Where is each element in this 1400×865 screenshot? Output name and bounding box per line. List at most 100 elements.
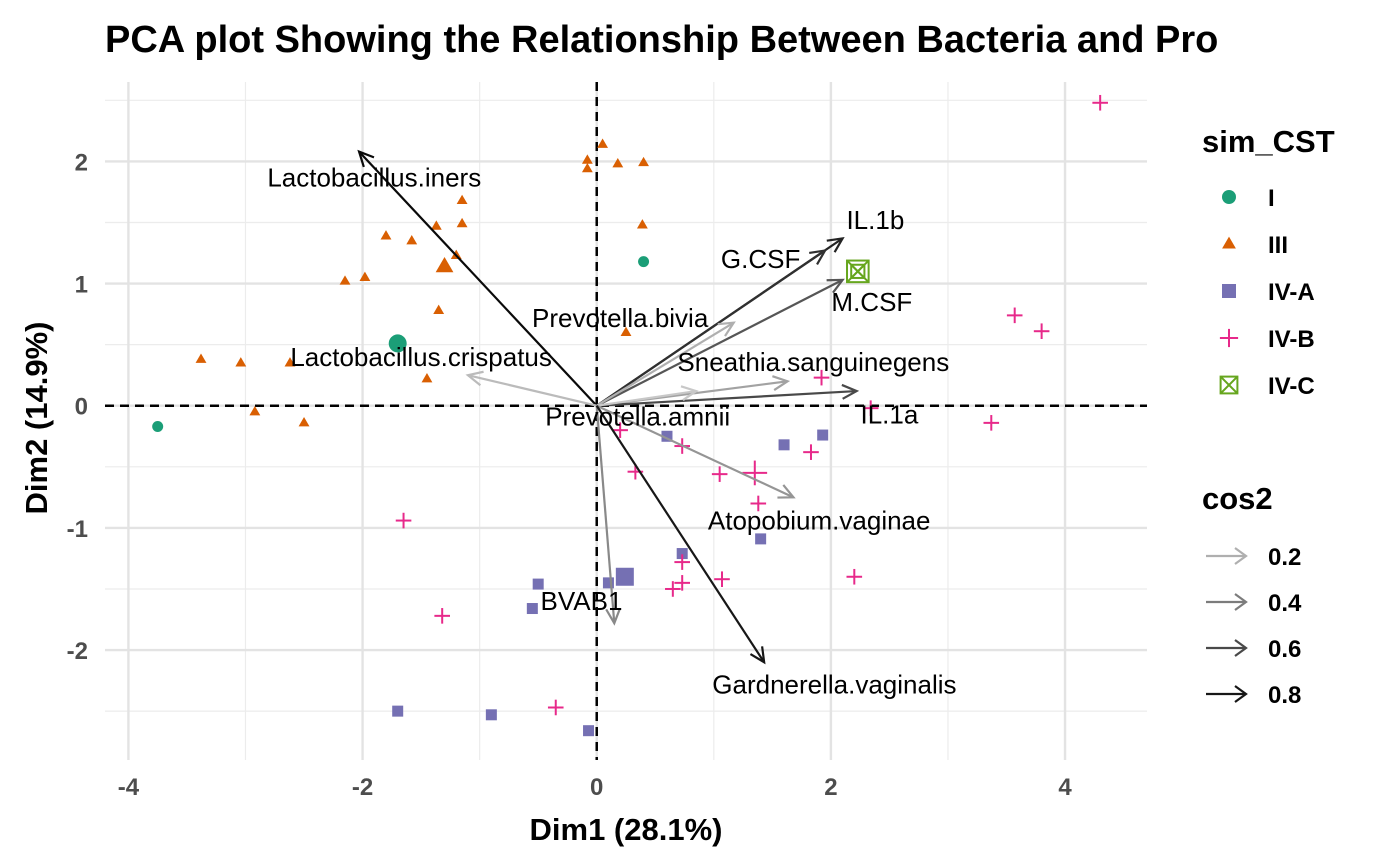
label-g-csf: G.CSF xyxy=(721,244,800,274)
point-iv-a xyxy=(485,709,497,721)
point-iv-b xyxy=(862,400,879,416)
label-bvab1: BVAB1 xyxy=(541,586,623,616)
centroid-iv-b xyxy=(742,460,768,486)
label-prevotella-amnii: Prevotella.amnii xyxy=(545,402,730,432)
centroid-iv-a xyxy=(615,567,634,586)
arrow-bvab1 xyxy=(595,405,622,626)
y-tick-label: -2 xyxy=(67,638,88,665)
legend-label: III xyxy=(1268,232,1288,259)
cos2-legend-label: 0.8 xyxy=(1268,682,1301,709)
legend-label: IV-C xyxy=(1268,373,1315,400)
point-iv-b xyxy=(750,495,767,512)
legend-key-iv-b xyxy=(1219,328,1239,348)
x-tick-label: 2 xyxy=(824,774,837,801)
cos2-legend-item: 0.8 xyxy=(1206,682,1301,709)
point-iii xyxy=(581,162,593,173)
arrow-lactobacillus-crispatus xyxy=(465,370,597,407)
arrow-g-csf xyxy=(596,249,828,407)
point-iv-b xyxy=(1006,307,1023,324)
x-tick-label: -2 xyxy=(352,774,373,801)
point-iii xyxy=(380,230,392,240)
point-iv-b xyxy=(547,699,564,716)
arrow-il-1a xyxy=(596,383,860,407)
point-iii xyxy=(421,373,433,383)
cos2-legend-label: 0.6 xyxy=(1268,636,1301,663)
legend-label: IV-B xyxy=(1268,326,1315,353)
point-iv-a xyxy=(676,548,688,560)
label-il-1a: IL.1a xyxy=(861,399,919,429)
x-axis-title: Dim1 (28.1%) xyxy=(530,812,723,847)
individual-points xyxy=(152,94,1108,737)
cos2-legend-item: 0.6 xyxy=(1206,636,1301,663)
legend-key-iv-a xyxy=(1222,284,1236,298)
point-iii xyxy=(195,353,207,363)
y-axis-title: Dim2 (14.9%) xyxy=(19,322,54,515)
axis-ticks: -4 -2 0 2 4 -2 -1 0 1 2 xyxy=(67,149,1073,801)
x-tick-label: 4 xyxy=(1058,774,1072,801)
arrow-gardnerella-vaginalis xyxy=(595,405,766,665)
label-il-1b: IL.1b xyxy=(846,205,904,235)
reference-lines xyxy=(105,82,1147,760)
legend-key-iv-c xyxy=(1219,375,1239,395)
point-iv-b xyxy=(714,571,730,587)
point-iv-b xyxy=(983,415,1000,431)
point-iii xyxy=(581,154,593,164)
point-iv-b xyxy=(1033,323,1050,340)
x-tick-label: -4 xyxy=(118,774,140,801)
point-iv-b xyxy=(674,575,690,591)
variable-labels: Lactobacillus.iners Lactobacillus.crispat… xyxy=(267,162,956,699)
point-iv-b xyxy=(395,512,412,529)
point-iv-a xyxy=(392,705,404,717)
centroid-iv-c xyxy=(846,259,870,284)
point-iv-a xyxy=(532,578,544,590)
cos2-legend-item: 0.2 xyxy=(1206,544,1301,571)
point-iv-a xyxy=(817,429,829,441)
point-iii xyxy=(339,275,351,285)
label-sneathia-sanguinegens: Sneathia.sanguinegens xyxy=(677,347,949,377)
legend-label: IV-A xyxy=(1268,279,1315,306)
cos2-legend-label: 0.4 xyxy=(1268,590,1302,617)
label-lactobacillus-iners: Lactobacillus.iners xyxy=(267,162,481,192)
label-lactobacillus-crispatus: Lactobacillus.crispatus xyxy=(290,342,552,372)
y-tick-label: 2 xyxy=(75,149,88,176)
point-iv-a xyxy=(526,603,538,615)
point-iv-a xyxy=(755,533,767,545)
point-iv-a xyxy=(778,439,790,451)
point-i xyxy=(638,256,650,268)
point-iii xyxy=(430,220,442,230)
y-tick-label: 1 xyxy=(75,272,88,299)
arrow-m-csf xyxy=(596,278,845,407)
point-iii xyxy=(456,217,468,228)
x-tick-label: 0 xyxy=(590,774,603,801)
legend-item-iv-b: IV-B xyxy=(1219,326,1315,353)
point-iii xyxy=(298,417,310,427)
point-i xyxy=(152,420,164,432)
legend-label: I xyxy=(1268,185,1275,212)
cos2-legend: cos2 0.2 0.4 0.6 0.8 xyxy=(1202,481,1302,709)
y-tick-label: -1 xyxy=(67,516,88,543)
cos2-legend-label: 0.2 xyxy=(1268,544,1301,571)
cos2-legend-item: 0.4 xyxy=(1206,590,1302,617)
centroid-iii xyxy=(435,256,454,273)
variable-arrows xyxy=(357,149,860,665)
legend-key-i xyxy=(1222,190,1236,204)
cos2-legend-title: cos2 xyxy=(1202,481,1273,516)
legend-item-iii: III xyxy=(1222,232,1288,259)
point-iv-b xyxy=(1092,94,1108,111)
point-iv-a xyxy=(661,430,673,442)
point-iii xyxy=(359,271,371,282)
point-iv-b xyxy=(813,369,830,386)
label-atopobium-vaginae: Atopobium.vaginae xyxy=(708,506,931,536)
chart-title: PCA plot Showing the Relationship Betwee… xyxy=(105,19,1218,61)
point-iii xyxy=(456,194,468,205)
group-legend-title: sim_CST xyxy=(1202,124,1335,159)
point-iii xyxy=(284,357,296,367)
label-prevotella-bivia: Prevotella.bivia xyxy=(532,303,709,333)
point-iv-b xyxy=(711,466,728,482)
point-iv-a xyxy=(602,577,614,589)
arrow-atopobium-vaginae xyxy=(596,404,796,499)
point-iii xyxy=(620,326,632,336)
centroid-i xyxy=(388,334,407,353)
